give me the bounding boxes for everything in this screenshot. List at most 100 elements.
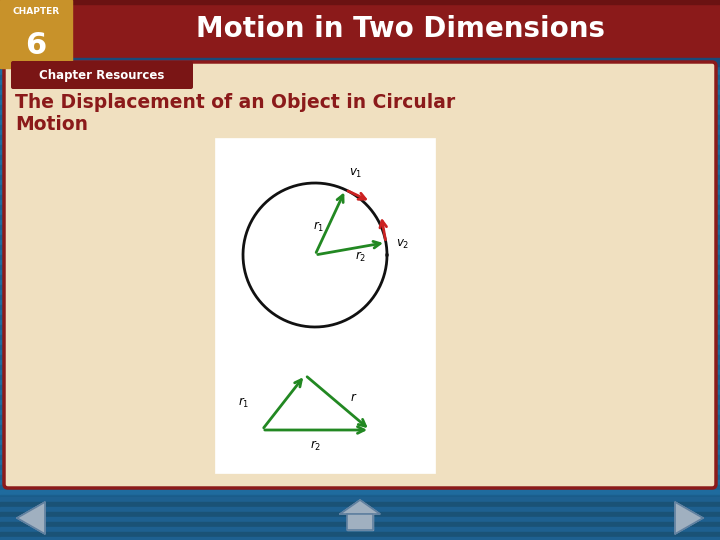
Bar — [0, 370, 720, 375]
Bar — [0, 120, 720, 125]
FancyBboxPatch shape — [4, 62, 716, 488]
Bar — [0, 35, 720, 40]
Bar — [0, 0, 720, 4]
Bar — [0, 305, 720, 310]
Bar — [0, 170, 720, 175]
Bar — [0, 340, 720, 345]
Bar — [0, 455, 720, 460]
Bar — [0, 415, 720, 420]
Bar — [0, 0, 72, 68]
Bar — [0, 300, 720, 305]
Bar — [0, 125, 720, 130]
Bar — [0, 280, 720, 285]
Bar — [0, 445, 720, 450]
Bar — [0, 532, 720, 537]
Bar — [0, 60, 720, 65]
Bar — [0, 235, 720, 240]
Text: $v_2$: $v_2$ — [396, 238, 409, 251]
Bar — [0, 355, 720, 360]
Bar — [0, 537, 720, 540]
FancyBboxPatch shape — [11, 61, 193, 89]
Bar — [0, 80, 720, 85]
Bar — [0, 55, 720, 60]
Bar — [0, 517, 720, 522]
Text: $r_1$: $r_1$ — [312, 220, 324, 234]
Bar — [0, 50, 720, 55]
Bar — [215, 138, 435, 473]
Bar — [0, 65, 720, 70]
Bar — [0, 115, 720, 120]
Bar — [0, 385, 720, 390]
Bar — [0, 345, 720, 350]
Bar — [0, 245, 720, 250]
Bar — [0, 360, 720, 365]
Bar — [0, 175, 720, 180]
Bar — [0, 365, 720, 370]
Bar — [0, 0, 720, 5]
Bar — [0, 135, 720, 140]
Text: Motion: Motion — [15, 116, 88, 134]
Bar — [0, 485, 720, 490]
Bar — [0, 450, 720, 455]
Bar — [0, 150, 720, 155]
Bar — [0, 470, 720, 475]
Bar — [0, 40, 720, 45]
Text: The Displacement of an Object in Circular: The Displacement of an Object in Circula… — [15, 93, 455, 112]
Bar — [0, 290, 720, 295]
Bar — [0, 185, 720, 190]
Bar — [0, 350, 720, 355]
Polygon shape — [340, 500, 380, 514]
Bar — [0, 465, 720, 470]
Bar — [0, 220, 720, 225]
Bar — [0, 480, 720, 485]
Bar — [0, 75, 720, 80]
Bar — [0, 497, 720, 502]
Bar — [0, 205, 720, 210]
Text: $r_2$: $r_2$ — [355, 249, 366, 264]
Bar — [0, 5, 720, 10]
Bar — [0, 160, 720, 165]
Bar — [0, 390, 720, 395]
Bar — [0, 310, 720, 315]
Bar — [0, 240, 720, 245]
Bar — [0, 510, 720, 515]
Bar — [0, 495, 720, 500]
Polygon shape — [675, 502, 703, 534]
Text: Chapter Resources: Chapter Resources — [40, 69, 165, 82]
Bar — [0, 507, 720, 512]
Bar — [0, 460, 720, 465]
Bar — [0, 525, 720, 530]
Bar — [0, 395, 720, 400]
Bar — [0, 110, 720, 115]
Bar — [0, 535, 720, 540]
Bar — [0, 195, 720, 200]
Bar — [0, 95, 720, 100]
Bar — [0, 250, 720, 255]
Bar — [0, 490, 720, 495]
Text: $r_1$: $r_1$ — [238, 395, 250, 409]
Bar — [0, 505, 720, 510]
Bar — [0, 165, 720, 170]
Bar — [0, 130, 720, 135]
Bar — [0, 527, 720, 532]
Bar — [0, 515, 720, 520]
Bar — [0, 375, 720, 380]
Bar — [0, 230, 720, 235]
Bar — [0, 45, 720, 50]
Bar — [0, 140, 720, 145]
Bar — [0, 190, 720, 195]
Bar — [0, 320, 720, 325]
Bar — [0, 440, 720, 445]
Bar — [0, 335, 720, 340]
Polygon shape — [347, 514, 373, 530]
Bar — [0, 435, 720, 440]
Bar — [0, 145, 720, 150]
Bar — [0, 380, 720, 385]
Bar — [0, 70, 720, 75]
Bar — [0, 285, 720, 290]
Bar — [0, 25, 720, 30]
Bar — [0, 400, 720, 405]
Bar — [0, 497, 720, 540]
Bar — [0, 410, 720, 415]
Bar — [0, 405, 720, 410]
